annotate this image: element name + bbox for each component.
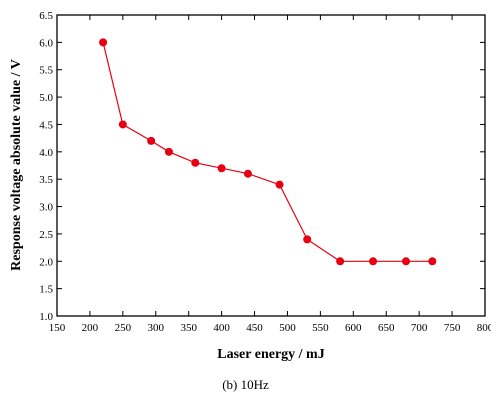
x-tick-label: 150 [49, 322, 66, 334]
y-tick-label: 1.5 [39, 284, 53, 296]
y-tick-label: 2.5 [39, 229, 53, 241]
y-tick-label: 6.5 [39, 10, 53, 22]
data-point [99, 38, 108, 47]
data-point [118, 120, 127, 129]
x-tick-label: 700 [411, 322, 428, 334]
data-point [147, 136, 156, 145]
y-tick-label: 5.0 [39, 92, 53, 104]
x-tick-label: 450 [246, 322, 263, 334]
y-tick-label: 6.0 [39, 37, 53, 49]
data-point [217, 164, 226, 173]
data-point [401, 257, 410, 266]
x-tick-label: 650 [378, 322, 395, 334]
x-axis-label: Laser energy / mJ [217, 347, 324, 362]
y-tick-label: 3.0 [39, 202, 53, 214]
x-tick-label: 800 [477, 322, 491, 334]
data-point [336, 257, 345, 266]
data-point [164, 147, 173, 156]
data-point [428, 257, 437, 266]
y-tick-label: 1.0 [39, 311, 53, 323]
x-tick-label: 500 [279, 322, 296, 334]
series-line [102, 42, 433, 262]
y-tick-label: 2.0 [39, 256, 53, 268]
y-tick-label: 3.5 [39, 174, 53, 186]
data-point [243, 169, 252, 178]
x-tick-label: 600 [345, 322, 362, 334]
y-tick-label: 5.5 [39, 65, 53, 77]
y-tick-label: 4.5 [39, 119, 53, 131]
data-point [303, 235, 312, 244]
x-tick-label: 350 [180, 322, 197, 334]
y-tick-label: 4.0 [39, 147, 53, 159]
x-tick-label: 250 [115, 322, 132, 334]
x-tick-label: 200 [82, 322, 99, 334]
data-point [191, 158, 200, 167]
data-point [275, 180, 284, 189]
x-tick-label: 400 [213, 322, 230, 334]
plot-frame [56, 14, 486, 317]
x-tick-label: 550 [312, 322, 329, 334]
y-axis-label: Response voltage absolute value / V [9, 59, 24, 271]
x-tick-label: 750 [444, 322, 461, 334]
x-tick-label: 300 [148, 322, 165, 334]
data-point [369, 257, 378, 266]
figure-caption: (b) 10Hz [222, 377, 269, 392]
